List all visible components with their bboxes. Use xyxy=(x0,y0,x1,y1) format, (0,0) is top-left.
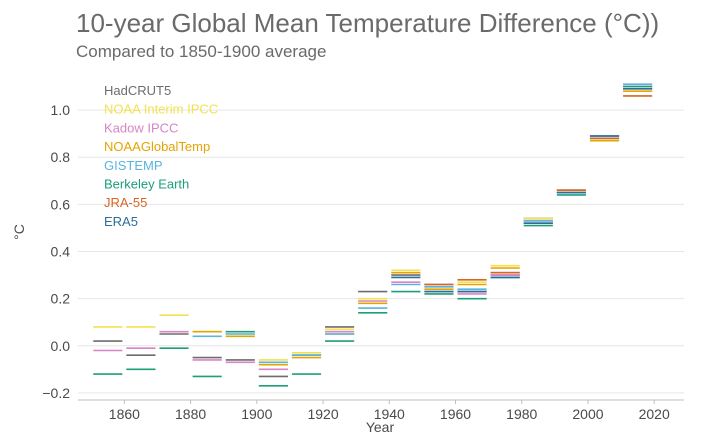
grid-layer xyxy=(78,109,684,394)
x-tick-label: 1940 xyxy=(374,406,405,422)
axis-layer: −0.2 0.0 0.2 0.4 0.6 0.8 1.0 1860 1880 1900 1920 19… xyxy=(42,102,684,422)
x-tick-label: 2020 xyxy=(639,406,670,422)
y-tick-label: 0.6 xyxy=(51,196,71,212)
y-axis-title: °C xyxy=(11,224,27,240)
data-marks xyxy=(93,83,653,387)
x-tick-label: 1860 xyxy=(109,406,140,422)
legend: HadCRUT5 NOAA Interim IPCC Kadow IPCC NOAAG… xyxy=(104,83,218,229)
x-tick-label: 1880 xyxy=(175,406,206,422)
legend-entry: Kadow IPCC xyxy=(104,120,178,135)
legend-entry: HadCRUT5 xyxy=(104,83,171,98)
x-tick-label: 1900 xyxy=(241,406,272,422)
legend-entry: NOAA Interim IPCC xyxy=(104,102,218,117)
chart-title: 10-year Global Mean Temperature Differen… xyxy=(76,8,660,38)
x-tick-label: 2000 xyxy=(572,406,603,422)
legend-entry: ERA5 xyxy=(104,214,138,229)
legend-entry: NOAAGlobalTemp xyxy=(104,139,210,154)
chart-subtitle: Compared to 1850-1900 average xyxy=(76,42,327,61)
x-tick-label: 1920 xyxy=(307,406,338,422)
y-tick-label: 1.0 xyxy=(51,102,71,118)
x-axis-title: Year xyxy=(366,419,395,435)
y-tick-label: 0.4 xyxy=(51,244,71,260)
x-tick-label: 1960 xyxy=(440,406,471,422)
y-tick-label: −0.2 xyxy=(42,385,70,401)
y-tick-label: 0.2 xyxy=(51,291,71,307)
x-tick-label: 1980 xyxy=(506,406,537,422)
y-tick-label: 0.8 xyxy=(51,149,71,165)
legend-entry: JRA-55 xyxy=(104,195,147,210)
legend-entry: GISTEMP xyxy=(104,158,163,173)
legend-entry: Berkeley Earth xyxy=(104,177,189,192)
y-tick-label: 0.0 xyxy=(51,338,71,354)
